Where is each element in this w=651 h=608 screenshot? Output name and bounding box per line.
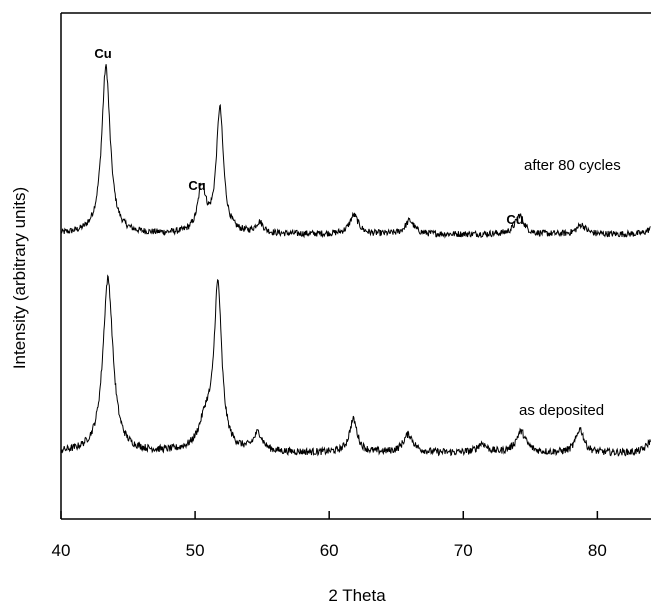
series-line-after-80-cycles — [60, 64, 651, 239]
x-tick-label-40: 40 — [52, 541, 71, 560]
x-axis-label: 2 Theta — [328, 586, 386, 605]
x-axis-ticks: 40 50 60 70 80 — [52, 511, 607, 560]
series-lines — [60, 64, 651, 457]
cu-annotation-3: Cu — [506, 212, 523, 227]
x-tick-label-70: 70 — [454, 541, 473, 560]
series-label-after-80-cycles: after 80 cycles — [524, 157, 621, 174]
x-tick-label-50: 50 — [186, 541, 205, 560]
x-tick-label-80: 80 — [588, 541, 607, 560]
x-tick-label-60: 60 — [320, 541, 339, 560]
plot-frame — [60, 12, 651, 520]
y-axis-label: Intensity (arbitrary units) — [10, 187, 29, 369]
cu-annotation-1: Cu — [94, 46, 111, 61]
cu-annotation-2: Cu — [188, 178, 205, 193]
series-line-as-deposited — [60, 274, 651, 457]
series-label-as-deposited: as deposited — [519, 402, 604, 419]
